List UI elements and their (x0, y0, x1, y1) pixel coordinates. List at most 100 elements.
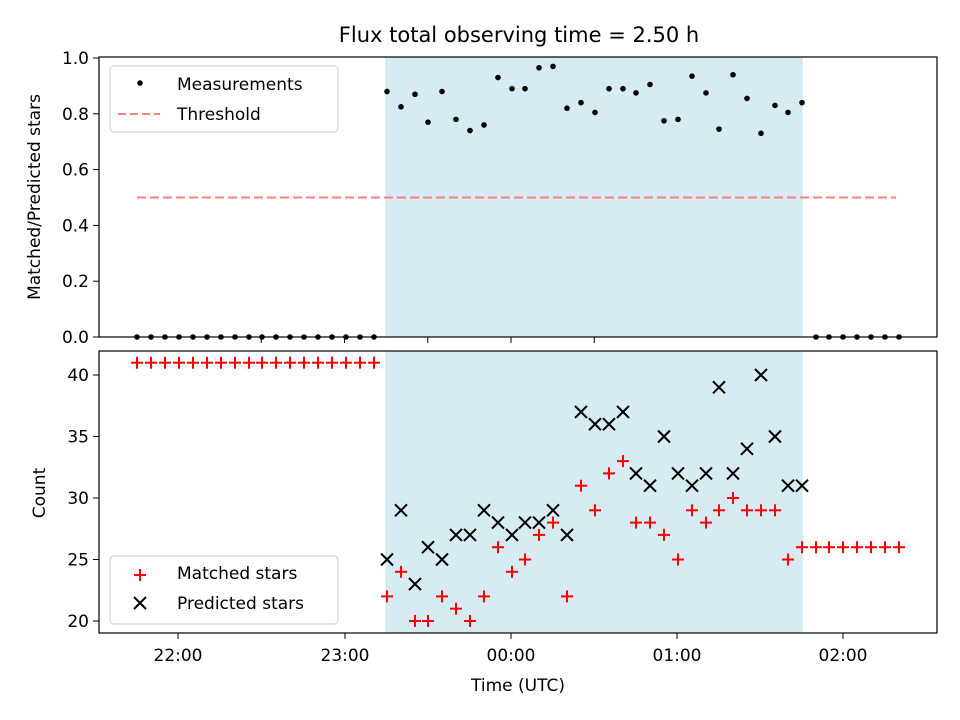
predicted-star-point (394, 503, 408, 518)
matched-star-point (533, 528, 545, 541)
measurement-point (453, 116, 459, 123)
bottom-x-ticks: 22:00 23:00 00:00 01:00 02:00 (154, 633, 868, 666)
measurement-point (785, 109, 791, 116)
bottom-legend: Matched stars Predicted stars (109, 555, 339, 625)
predicted-star-point (546, 503, 560, 518)
measurement-point (606, 85, 612, 92)
matched-star-point (589, 504, 601, 517)
legend-matched-label: Matched stars (177, 564, 297, 584)
measurement-point (675, 116, 681, 123)
matched-star-point (617, 455, 629, 468)
measurement-point (661, 117, 667, 124)
matched-star-point (409, 615, 421, 627)
top-panel: 0.0 0.2 0.4 0.6 0.8 1.0 Matched/Predicted sta… (25, 49, 938, 348)
measurement-point (620, 85, 626, 92)
matched-star-point (478, 590, 490, 603)
measurement-point (633, 90, 639, 96)
matched-star-point (672, 553, 684, 566)
top-y-tick-label: 1.0 (62, 49, 89, 69)
predicted-star-point (408, 577, 422, 591)
measurement-point (495, 74, 501, 81)
matched-star-point (395, 565, 407, 578)
measurement-point (703, 90, 709, 96)
matched-star-point (851, 541, 863, 554)
predicted-star-point (449, 528, 463, 542)
legend-measurements-marker (137, 80, 143, 86)
matched-star-point (506, 565, 518, 578)
predicted-star-point (435, 552, 449, 567)
measurement-point (716, 126, 722, 132)
predicted-star-point (560, 528, 574, 542)
measurement-point (564, 105, 570, 112)
measurement-point (550, 63, 556, 70)
matched-star-point (603, 467, 615, 480)
predicted-star-point (532, 515, 546, 530)
matched-star-point (686, 504, 698, 517)
predicted-star-point (699, 466, 713, 481)
top-y-tick-label: 0.0 (62, 328, 89, 348)
matched-star-point (436, 590, 448, 603)
predicted-star-point (781, 478, 795, 493)
predicted-star-point (602, 417, 616, 431)
measurement-point (384, 88, 390, 95)
matched-star-point (658, 528, 670, 541)
matched-star-point (865, 541, 877, 554)
top-y-tick-label: 0.4 (62, 216, 89, 236)
matched-star-point (810, 541, 822, 554)
bottom-predicted-points (380, 368, 809, 591)
matched-star-point (879, 541, 891, 554)
matched-star-point (159, 356, 171, 369)
predicted-star-point (380, 552, 394, 567)
bottom-y-tick-label: 40 (67, 366, 89, 386)
matched-star-point (492, 541, 504, 554)
measurement-point (398, 104, 404, 110)
matched-star-point (823, 541, 835, 554)
matched-star-point (741, 504, 753, 517)
top-y-tick-label: 0.6 (62, 161, 89, 181)
measurement-point (425, 119, 431, 125)
measurement-point (689, 73, 695, 79)
bottom-y-tick-label: 20 (67, 612, 89, 632)
matched-star-point (229, 356, 241, 369)
matched-star-point (256, 356, 268, 369)
predicted-star-point (740, 442, 754, 456)
top-points (134, 63, 902, 340)
figure-title: Flux total observing time = 2.50 h (339, 23, 699, 47)
bottom-y-tick-label: 35 (67, 428, 89, 448)
predicted-star-point (795, 478, 809, 493)
matched-star-point (561, 590, 573, 603)
predicted-star-point (671, 466, 685, 481)
top-legend: Measurements Threshold (109, 65, 339, 133)
legend-predicted-marker (133, 596, 147, 610)
predicted-star-point (768, 429, 782, 444)
top-y-axis-label: Matched/Predicted stars (25, 94, 45, 300)
legend-predicted-label: Predicted stars (177, 594, 304, 614)
matched-star-point (368, 356, 380, 369)
top-legend-box (109, 65, 339, 133)
matched-star-point (893, 541, 905, 554)
predicted-star-point (685, 478, 699, 493)
matched-star-point (700, 516, 712, 529)
matched-star-point (145, 356, 157, 369)
bottom-x-tick-label: 02:00 (819, 646, 868, 666)
measurement-point (799, 99, 805, 106)
matched-star-point (243, 356, 255, 369)
top-x-ticks (260, 337, 595, 343)
matched-star-point (284, 356, 296, 369)
matched-star-point (630, 516, 642, 529)
predicted-star-point (643, 478, 657, 493)
matched-star-point (270, 356, 282, 369)
bottom-panel: 20 25 30 35 40 22:00 23:00 00:00 01:00 02:00 Cou… (30, 350, 938, 696)
bottom-y-tick-label: 25 (67, 551, 89, 571)
measurement-point (730, 71, 736, 78)
matched-star-point (644, 516, 656, 529)
predicted-star-point (491, 515, 505, 530)
matched-star-point (796, 541, 808, 554)
matched-star-point (837, 541, 849, 554)
predicted-star-point (505, 528, 519, 542)
measurement-point (647, 81, 653, 88)
matched-star-point (464, 615, 476, 627)
bottom-x-tick-label: 01:00 (653, 646, 702, 666)
matched-star-point (326, 356, 338, 369)
